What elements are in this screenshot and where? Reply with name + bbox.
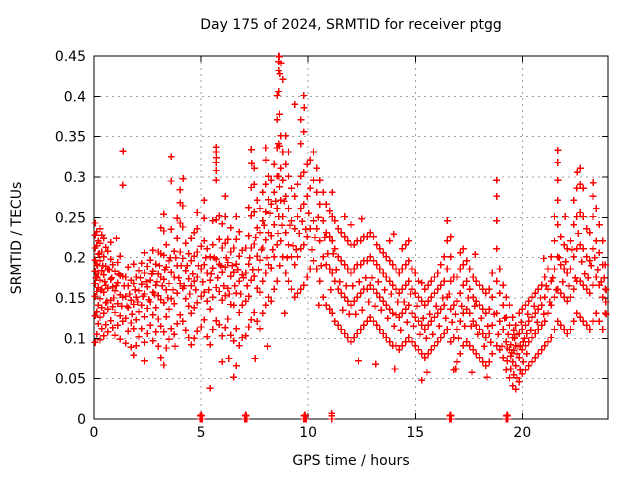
x-tick-label: 15 — [406, 425, 424, 441]
x-tick-label: 0 — [90, 425, 99, 441]
y-tick-label: 0.35 — [55, 130, 86, 146]
x-tick-label: 20 — [513, 425, 531, 441]
y-tick-label: 0.2 — [64, 251, 86, 267]
y-tick-label: 0.1 — [64, 331, 86, 347]
y-tick-label: 0.25 — [55, 210, 86, 226]
data-points — [91, 52, 610, 423]
y-tick-label: 0.3 — [64, 170, 86, 186]
plot-border — [93, 55, 609, 420]
y-tick-label: 0 — [77, 412, 86, 428]
x-tick-label: 5 — [197, 425, 206, 441]
x-tick-label: 10 — [299, 425, 317, 441]
y-tick-label: 0.05 — [55, 372, 86, 388]
x-axis-label: GPS time / hours — [292, 453, 409, 469]
y-tick-label: 0.15 — [55, 291, 86, 307]
chart-title: Day 175 of 2024, SRMTID for receiver ptg… — [200, 17, 502, 33]
y-tick-label: 0.45 — [55, 49, 86, 65]
y-tick-label: 0.4 — [64, 89, 86, 105]
plot-area: 0 5 10 15 20 0 0.05 0.1 0.15 0.2 0.25 0.3 0.35 0.4 0.4… — [55, 49, 610, 441]
y-axis-label: SRMTID / TECUs — [9, 182, 25, 295]
